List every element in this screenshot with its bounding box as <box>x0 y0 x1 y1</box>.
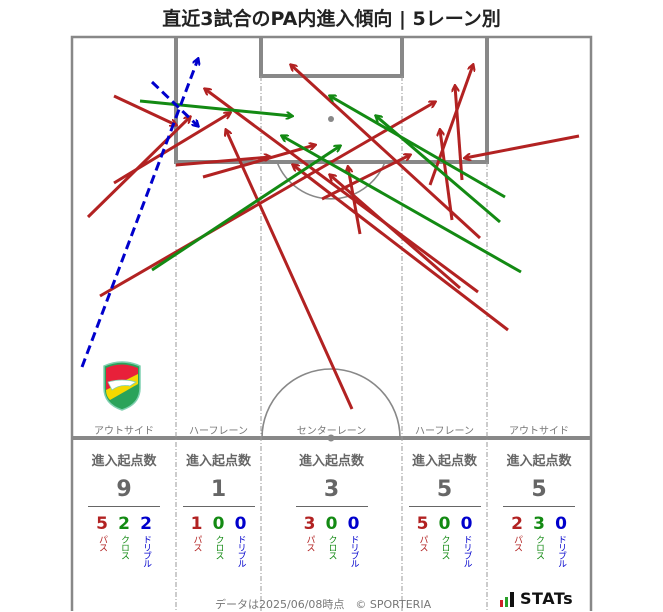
dribble-arrow <box>80 59 198 368</box>
pass-arrow <box>348 167 362 235</box>
stat-breakdown: 5 パス 0 クロス 0 ドリブル <box>402 515 487 567</box>
cross-count: 3 <box>533 514 545 534</box>
lane-stats-center: 進入起点数 3 3 パス 0 クロス 0 ドリブル <box>261 450 402 567</box>
lane-label-center: センターレーン <box>296 426 367 437</box>
dribble-label: ドリブル <box>556 535 566 567</box>
stats-logo: STATs <box>500 591 573 607</box>
lane-label-left-halfspace: ハーフレーン <box>189 426 248 437</box>
pass-arrow <box>113 94 176 125</box>
pass-arrow <box>321 155 410 201</box>
logo-text: STATs <box>520 589 574 608</box>
goal-area <box>259 37 404 78</box>
data-date-note: データは2025/06/08時点 © SPORTERIA <box>215 598 432 611</box>
pass-arrow <box>465 134 580 158</box>
logo-bar-red <box>500 600 503 607</box>
stat-divider <box>182 506 255 507</box>
logo-bar-green <box>505 597 508 607</box>
cross-count: 0 <box>325 514 338 534</box>
pass-arrow <box>99 102 435 298</box>
center-circle <box>261 368 401 439</box>
stat-total: 9 <box>116 477 132 502</box>
chart-title: 直近3試合のPA内進入傾向 | 5レーン別 <box>162 8 501 30</box>
dribble-count: 0 <box>234 514 247 534</box>
pass-arrow <box>202 145 315 179</box>
stat-breakdown: 5 パス 2 クロス 2 ドリブル <box>72 515 176 567</box>
cross-arrow <box>376 116 501 224</box>
lane-label-left-outside: アウトサイド <box>94 426 154 437</box>
cross-count: 0 <box>438 514 451 534</box>
stat-total: 1 <box>210 477 227 502</box>
pass-count: 5 <box>416 514 429 534</box>
pitch-outline <box>70 35 593 611</box>
stat-breakdown: 1 パス 0 クロス 0 ドリブル <box>176 515 261 567</box>
club-crest-icon <box>103 361 141 411</box>
dribble-label: ドリブル <box>348 535 359 567</box>
cross-label: クロス <box>439 535 450 559</box>
dribble-count: 0 <box>347 514 360 534</box>
dribble-count: 0 <box>460 514 473 534</box>
dribble-arrow <box>150 80 198 126</box>
pass-arrow <box>330 175 461 290</box>
stat-header: 進入起点数 <box>411 454 477 469</box>
stat-header: 進入起点数 <box>298 454 364 469</box>
stat-divider <box>503 506 575 507</box>
pass-arrow <box>455 86 464 181</box>
penalty-spot <box>328 116 334 122</box>
cross-label: クロス <box>534 535 544 559</box>
cross-label: クロス <box>119 535 129 559</box>
stat-header: 進入起点数 <box>185 454 251 469</box>
stat-breakdown: 2 パス 3 クロス 0 ドリブル <box>487 515 591 567</box>
pass-arrow <box>293 165 509 332</box>
cross-count: 2 <box>118 514 130 534</box>
logo-bar-black <box>510 592 514 607</box>
pass-count: 3 <box>303 514 316 534</box>
stat-divider <box>88 506 160 507</box>
stat-divider <box>295 506 368 507</box>
pass-label: パス <box>97 535 107 551</box>
pass-arrow <box>428 65 473 186</box>
cross-arrow <box>151 146 340 272</box>
entry-arrows <box>80 59 580 410</box>
cross-arrow <box>139 99 292 116</box>
lane-stats-left-halfspace: 進入起点数 1 1 パス 0 クロス 0 ドリブル <box>176 450 261 567</box>
cross-label: クロス <box>213 535 224 559</box>
pass-arrow <box>175 157 270 167</box>
lane-stats-left-outside: 進入起点数 9 5 パス 2 クロス 2 ドリブル <box>72 450 176 567</box>
lane-label-right-outside: アウトサイド <box>509 426 569 437</box>
cross-arrow <box>282 136 522 274</box>
pass-arrow <box>291 65 482 240</box>
stat-divider <box>408 506 481 507</box>
stat-header: 進入起点数 <box>506 454 572 469</box>
cross-count: 0 <box>212 514 225 534</box>
dribble-label: ドリブル <box>141 535 151 567</box>
pass-count: 2 <box>511 514 523 534</box>
dribble-count: 0 <box>555 514 567 534</box>
stat-header: 進入起点数 <box>91 454 157 469</box>
dribble-count: 2 <box>140 514 152 534</box>
cross-arrow <box>330 96 506 199</box>
dribble-label: ドリブル <box>461 535 472 567</box>
center-spot <box>327 434 335 442</box>
penalty-arc <box>276 161 386 200</box>
pass-count: 5 <box>96 514 108 534</box>
pass-count: 1 <box>190 514 203 534</box>
stat-total: 5 <box>531 477 547 502</box>
pass-label: パス <box>512 535 522 551</box>
pass-label: パス <box>191 535 202 551</box>
lane-label-right-halfspace: ハーフレーン <box>415 426 474 437</box>
lane-stats-right-outside: 進入起点数 5 2 パス 3 クロス 0 ドリブル <box>487 450 591 567</box>
cross-label: クロス <box>326 535 337 559</box>
pass-arrow <box>113 113 230 185</box>
stat-total: 3 <box>323 477 340 502</box>
dribble-label: ドリブル <box>235 535 246 567</box>
stat-breakdown: 3 パス 0 クロス 0 ドリブル <box>261 515 402 567</box>
lane-dividers <box>175 76 488 611</box>
lane-stats-right-halfspace: 進入起点数 5 5 パス 0 クロス 0 ドリブル <box>402 450 487 567</box>
pass-arrow <box>226 130 354 410</box>
pass-label: パス <box>417 535 428 551</box>
stat-total: 5 <box>436 477 453 502</box>
pass-label: パス <box>304 535 315 551</box>
